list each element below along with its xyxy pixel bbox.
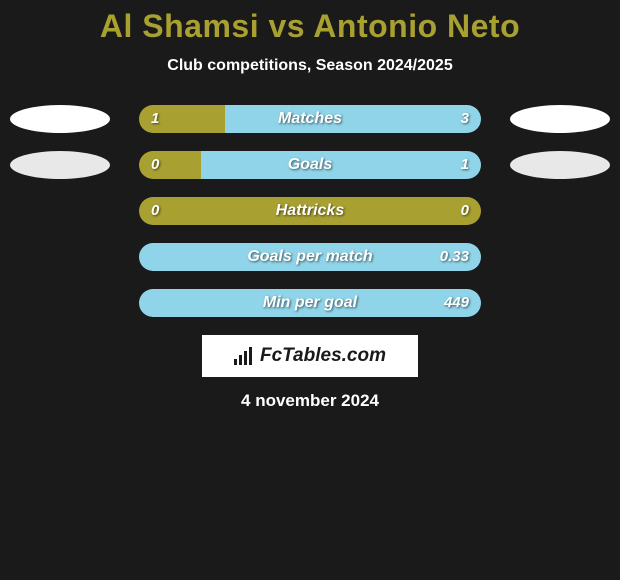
stat-row: Matches1 3 [0,105,620,133]
stat-row: Hattricks0 0 [0,197,620,225]
stat-label: Hattricks [139,197,481,225]
stat-value-left: 0 [151,151,159,179]
player-left-badge [10,151,110,179]
stat-row: Min per goal449 [0,289,620,317]
stat-value-right: 449 [444,289,469,317]
logo-box: FcTables.com [202,335,418,377]
subtitle: Club competitions, Season 2024/2025 [0,57,620,75]
stat-value-right: 0 [461,197,469,225]
stat-bar: Goals0 1 [139,151,481,179]
chart-icon [234,347,254,365]
stat-value-right: 1 [461,151,469,179]
player-right-badge [510,151,610,179]
stat-label: Goals per match [139,243,481,271]
main-container: Al Shamsi vs Antonio Neto Club competiti… [0,0,620,411]
stat-value-left: 1 [151,105,159,133]
date-text: 4 november 2024 [0,391,620,411]
stat-bar: Hattricks0 0 [139,197,481,225]
stat-row: Goals0 1 [0,151,620,179]
player-left-badge [10,105,110,133]
stat-bar: Min per goal449 [139,289,481,317]
comparison-chart: Matches13Goals01Hattricks00Goals per mat… [0,105,620,317]
stat-value-left: 0 [151,197,159,225]
stat-label: Matches [139,105,481,133]
stat-label: Min per goal [139,289,481,317]
logo-text: FcTables.com [260,345,386,367]
stat-label: Goals [139,151,481,179]
player-right-badge [510,105,610,133]
stat-value-right: 0.33 [440,243,469,271]
stat-value-right: 3 [461,105,469,133]
stat-bar: Matches1 3 [139,105,481,133]
stat-bar: Goals per match0.33 [139,243,481,271]
page-title: Al Shamsi vs Antonio Neto [0,8,620,45]
stat-row: Goals per match0.33 [0,243,620,271]
